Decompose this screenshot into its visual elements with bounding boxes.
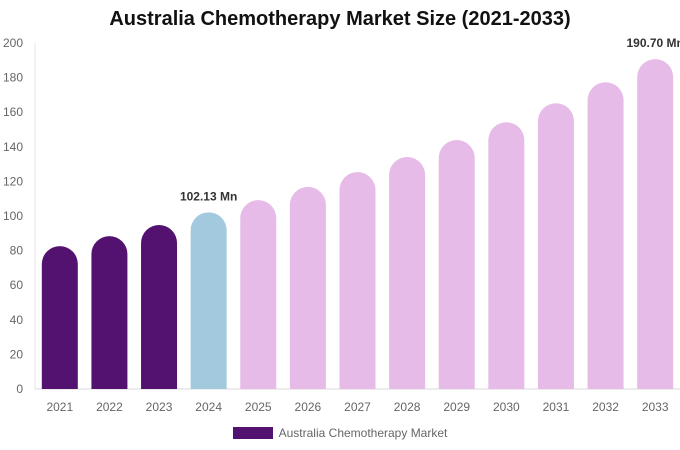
x-tick-label: 2024 [195,400,222,414]
y-tick-label: 180 [3,71,23,85]
bar-2032 [587,82,624,390]
bar-2026 [289,186,326,389]
bar-2033 [637,59,674,390]
bar-2021 [41,246,78,389]
x-tick-label: 2030 [493,400,520,414]
bar-2028 [389,157,426,389]
y-tick-label: 120 [3,174,23,188]
bar-2031 [537,103,574,389]
x-tick-label: 2026 [295,400,322,414]
legend: Australia Chemotherapy Market [0,426,680,440]
x-tick-label: 2027 [344,400,371,414]
y-tick-label: 160 [3,105,23,119]
y-tick-label: 60 [10,278,24,292]
y-tick-label: 0 [16,382,23,396]
x-tick-label: 2033 [642,400,669,414]
bar-2024 [190,212,227,389]
x-tick-label: 2032 [592,400,619,414]
bar-2029 [438,140,475,389]
data-label-2024: 102.13 Mn [180,189,237,203]
y-tick-label: 200 [3,36,23,50]
legend-label: Australia Chemotherapy Market [278,426,448,440]
x-tick-label: 2021 [46,400,73,414]
x-tick-label: 2031 [543,400,570,414]
y-tick-label: 80 [10,244,24,258]
y-tick-label: 40 [10,313,24,327]
y-tick-label: 20 [10,347,24,361]
x-tick-label: 2025 [245,400,272,414]
legend-swatch [232,427,273,439]
x-tick-label: 2023 [146,400,173,414]
bar-2025 [240,200,277,389]
y-tick-label: 140 [3,140,23,154]
bar-2022 [91,236,128,389]
x-tick-label: 2022 [96,400,123,414]
bar-2027 [339,172,376,389]
data-label-2033: 190.70 Mn [627,36,680,50]
bar-2030 [488,122,525,390]
x-tick-label: 2028 [394,400,421,414]
chart-title: Australia Chemotherapy Market Size (2021… [109,8,571,30]
y-tick-label: 100 [3,209,23,223]
bar-2023 [141,225,178,389]
x-tick-label: 2029 [443,400,470,414]
